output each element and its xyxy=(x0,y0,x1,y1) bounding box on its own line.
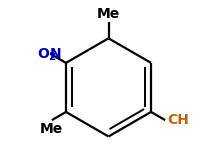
Text: Me: Me xyxy=(40,122,63,136)
Text: O: O xyxy=(38,47,50,61)
Text: 2: 2 xyxy=(48,52,56,63)
Text: N: N xyxy=(50,47,62,61)
Text: Me: Me xyxy=(97,7,120,21)
Text: CH: CH xyxy=(167,113,189,127)
